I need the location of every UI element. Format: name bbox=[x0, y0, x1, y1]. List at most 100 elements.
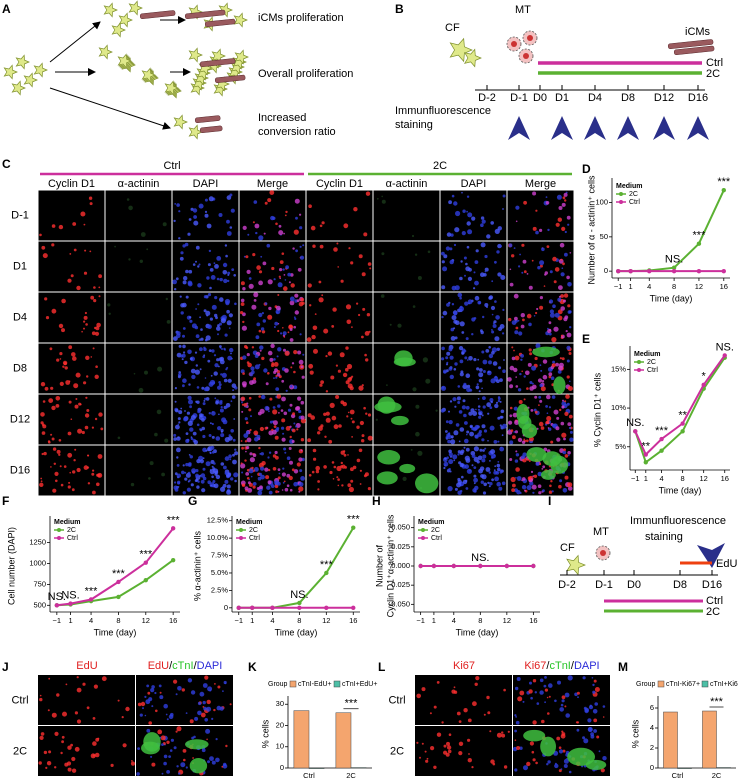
micrograph-spot bbox=[68, 481, 71, 484]
data-point bbox=[721, 188, 726, 193]
micrograph-spot bbox=[73, 248, 77, 252]
micrograph-spot bbox=[566, 375, 570, 379]
series-line bbox=[56, 527, 174, 607]
micrograph-spot bbox=[202, 476, 207, 481]
micrograph-spot bbox=[351, 436, 353, 438]
micrograph-spot bbox=[429, 712, 432, 715]
micrograph-spot bbox=[521, 370, 523, 373]
micrograph-spot bbox=[74, 711, 78, 715]
micrograph-spot bbox=[358, 254, 363, 259]
micrograph-spot bbox=[283, 480, 286, 483]
micrograph-spot bbox=[203, 387, 208, 392]
micrograph-spot bbox=[481, 474, 487, 480]
label-part: DAPI bbox=[197, 660, 223, 672]
micrograph-spot bbox=[90, 753, 96, 759]
micrograph-spot bbox=[547, 228, 550, 232]
micrograph-spot bbox=[591, 677, 594, 679]
micrograph-spot bbox=[318, 426, 323, 431]
micrograph-spot bbox=[261, 356, 265, 361]
y-axis-label: % cells bbox=[260, 719, 270, 748]
micrograph-spot bbox=[51, 308, 57, 314]
micrograph-spot bbox=[496, 481, 502, 487]
micrograph-spot bbox=[477, 358, 480, 361]
micrograph-spot bbox=[458, 741, 464, 746]
micrograph-spot bbox=[308, 474, 312, 477]
micrograph-spot bbox=[97, 472, 103, 478]
micrograph-spot bbox=[288, 281, 291, 284]
micrograph-spot bbox=[337, 478, 340, 481]
micrograph-spot bbox=[555, 222, 560, 227]
micrograph-spot bbox=[43, 750, 48, 755]
micrograph-spot bbox=[473, 477, 478, 483]
micrograph-spot bbox=[451, 303, 455, 306]
micrograph-spot bbox=[443, 466, 446, 470]
data-point bbox=[68, 601, 73, 606]
y-tick-label: 0.025 bbox=[391, 542, 410, 551]
micrograph-spot bbox=[557, 370, 562, 374]
micrograph-spot bbox=[278, 275, 281, 278]
micrograph-spot bbox=[218, 365, 220, 368]
micrograph-spot bbox=[526, 387, 529, 390]
micrograph-spot bbox=[568, 426, 572, 430]
legend-label: Ctrl bbox=[249, 535, 260, 542]
micrograph-spot bbox=[144, 714, 147, 717]
micrograph-spot bbox=[471, 766, 474, 769]
micrograph-spot bbox=[289, 488, 293, 492]
micrograph-spot bbox=[557, 297, 562, 302]
micrograph-spot bbox=[448, 200, 452, 205]
micrograph-spot bbox=[455, 423, 460, 427]
fibroblast-icon bbox=[463, 48, 482, 68]
micrograph-spot bbox=[157, 729, 163, 735]
micrograph-spot bbox=[182, 378, 187, 384]
data-point bbox=[643, 460, 648, 465]
micrograph-spot bbox=[282, 467, 285, 470]
micrograph-spot bbox=[488, 485, 491, 488]
micrograph-spot bbox=[40, 732, 45, 736]
micrograph-spot bbox=[197, 265, 200, 268]
micrograph-spot bbox=[214, 296, 218, 300]
micrograph-spot bbox=[251, 304, 257, 310]
micrograph-spot bbox=[464, 438, 469, 444]
micrograph-spot bbox=[61, 298, 66, 304]
micrograph-spot bbox=[206, 276, 210, 280]
micrograph-spot bbox=[514, 714, 517, 717]
micrograph-spot bbox=[558, 484, 562, 489]
micrograph-spot bbox=[207, 293, 212, 297]
cardiomyocyte-icon bbox=[204, 18, 236, 28]
micrograph-spot bbox=[259, 408, 265, 414]
cardiomyocyte-icon bbox=[199, 58, 236, 68]
micrograph-spot bbox=[567, 675, 573, 681]
micrograph-blob bbox=[377, 450, 401, 465]
micrograph-spot bbox=[222, 270, 228, 275]
micrograph-spot bbox=[176, 765, 179, 768]
micrograph-spot bbox=[511, 254, 515, 258]
y-tick-label: 50 bbox=[600, 232, 608, 241]
micrograph-spot bbox=[514, 459, 519, 463]
micrograph-spot bbox=[540, 426, 545, 430]
micrograph-spot bbox=[566, 402, 570, 406]
micrograph-spot bbox=[166, 718, 169, 721]
micrograph-spot bbox=[556, 437, 561, 442]
micrograph-spot bbox=[146, 248, 149, 251]
micrograph-spot bbox=[471, 216, 476, 221]
micrograph-spot bbox=[281, 437, 286, 442]
micrograph-spot bbox=[223, 762, 227, 767]
micrograph-spot bbox=[469, 388, 473, 392]
micrograph-spot bbox=[288, 447, 292, 450]
micrograph-spot bbox=[445, 246, 450, 251]
micrograph-spot bbox=[466, 210, 468, 213]
micrograph-spot bbox=[227, 274, 230, 276]
micrograph-spot bbox=[250, 366, 255, 371]
micrograph-spot bbox=[59, 381, 64, 386]
micrograph-spot bbox=[130, 482, 135, 487]
bar bbox=[677, 767, 692, 769]
micrograph-spot bbox=[69, 471, 71, 474]
data-point bbox=[324, 570, 329, 576]
data-point bbox=[680, 421, 685, 426]
micrograph-spot bbox=[250, 475, 253, 478]
cardiomyocyte-icon bbox=[139, 10, 176, 20]
micrograph-spot bbox=[39, 694, 42, 697]
micrograph-spot bbox=[347, 454, 349, 456]
micrograph-spot bbox=[332, 307, 337, 312]
micrograph-spot bbox=[250, 415, 252, 418]
